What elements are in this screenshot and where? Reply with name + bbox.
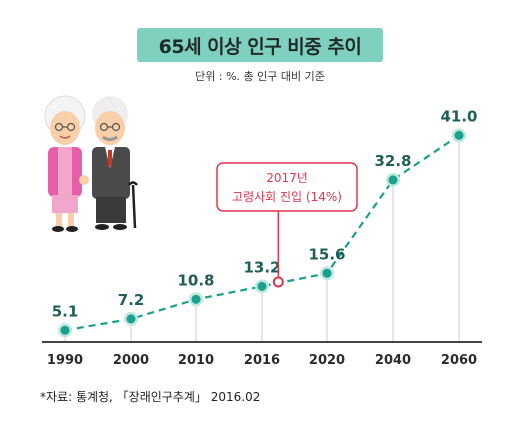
x-tick-labels: 1990 2000 2010 2016 2020 2040 2060 [47, 353, 477, 368]
unit-subtitle: 단위 : %. 총 인구 대비 기준 [195, 70, 325, 83]
x-tick-label: 2060 [441, 353, 477, 368]
value-label: 7.2 [118, 291, 145, 309]
data-point [191, 294, 201, 304]
x-tick-label: 2040 [375, 353, 411, 368]
chart-title: 65세 이상 인구 비중 추이 [158, 35, 362, 58]
annotation-marker [272, 276, 284, 288]
data-markers [58, 128, 466, 338]
value-label: 41.0 [440, 107, 477, 125]
annotation-line1: 2017년 [266, 171, 308, 185]
x-tick-label: 2016 [244, 353, 280, 368]
x-tick-label: 2020 [309, 353, 345, 368]
annotation-box [216, 162, 358, 212]
value-labels: 5.1 7.2 10.8 13.2 15.6 32.8 41.0 [52, 107, 478, 320]
value-label: 5.1 [52, 302, 79, 320]
data-point [126, 314, 136, 324]
value-label: 10.8 [177, 271, 214, 289]
data-point [60, 325, 70, 335]
value-label: 15.6 [308, 245, 345, 263]
x-tick-label: 2010 [178, 353, 214, 368]
value-label: 13.2 [243, 258, 280, 276]
x-tick-label: 1990 [47, 353, 83, 368]
annotation-line2: 고령사회 진입 (14%) [232, 190, 342, 204]
data-point [322, 268, 332, 278]
data-point [454, 130, 464, 140]
source-note: *자료: 통계청, 「장래인구추계」 2016.02 [40, 390, 261, 404]
x-tick-label: 2000 [113, 353, 149, 368]
data-point [257, 281, 267, 291]
data-point [388, 175, 398, 185]
title-banner: 65세 이상 인구 비중 추이 [137, 28, 383, 62]
elderly-couple-icon [44, 95, 138, 232]
annotation-callout: 2017년 고령사회 진입 (14%) [216, 162, 358, 288]
value-label: 32.8 [374, 152, 411, 170]
